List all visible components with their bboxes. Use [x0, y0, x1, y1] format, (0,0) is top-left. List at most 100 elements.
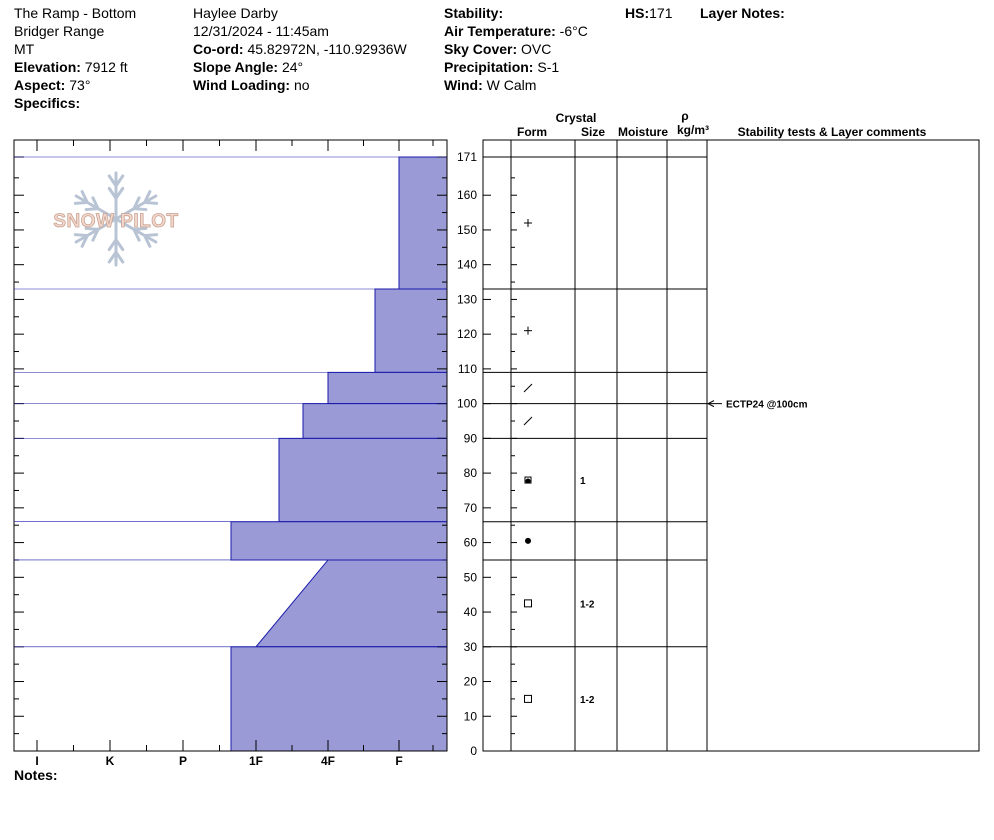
stability-row: Stability: — [444, 4, 588, 22]
header-col-2: Haylee Darby 12/31/2024 - 11:45am Co-ord… — [193, 4, 407, 94]
flake-branch — [107, 186, 118, 200]
flake-branch — [80, 234, 89, 248]
hardness-label: 1F — [249, 754, 263, 768]
air-temp-row: Air Temperature: -6°C — [444, 22, 588, 40]
elevation-label: Elevation: — [14, 59, 81, 75]
header-col-3: Stability: Air Temperature: -6°C Sky Cov… — [444, 4, 588, 94]
elevation-value: 7912 ft — [84, 59, 128, 75]
hardness-layer — [398, 156, 448, 290]
wind-loading-value: no — [293, 77, 310, 93]
slope-value: 24° — [281, 59, 304, 75]
flake-branch — [80, 190, 89, 204]
wind-row: Wind: W Calm — [444, 76, 588, 94]
precip-value: S-1 — [537, 59, 560, 75]
depth-label: 80 — [464, 466, 478, 480]
rho-header: ρ — [681, 109, 688, 123]
stability-label: Stability: — [444, 5, 504, 21]
aspect-value: 73° — [69, 77, 91, 93]
coord-row: Co-ord: 45.82972N, -110.92936W — [193, 40, 407, 58]
hardness-label: 4F — [321, 754, 335, 768]
sky-row: Sky Cover: OVC — [444, 40, 588, 58]
slope-label: Slope Angle: — [193, 59, 279, 75]
crystal-header: Crystal — [556, 111, 597, 125]
hardness-layer — [254, 559, 448, 648]
aspect-label: Aspect: — [14, 77, 66, 93]
hardness-layer — [302, 403, 448, 439]
wind-value: W Calm — [486, 77, 537, 93]
state-name: MT — [14, 41, 35, 57]
hardness-layer — [230, 646, 448, 752]
slope-row: Slope Angle: 24° — [193, 58, 407, 76]
faceted-crystal-symbol — [524, 694, 532, 703]
hs-value: 171 — [649, 5, 673, 21]
depth-label: 100 — [457, 397, 477, 411]
depth-label: 140 — [457, 258, 477, 272]
depth-label: 120 — [457, 327, 477, 341]
flake-branch — [143, 190, 152, 204]
flake-branch — [132, 207, 148, 212]
depth-label: 171 — [457, 150, 477, 164]
flake-branch — [107, 174, 118, 188]
hardness-profile — [230, 156, 448, 752]
snowflake-icon — [73, 171, 159, 267]
flake-branch — [132, 227, 141, 242]
test-arrow-head — [706, 400, 715, 408]
hardness-axis: I K P 1F 4F F — [35, 140, 434, 768]
sky-label: Sky Cover: — [444, 41, 518, 57]
test-label: ECTP24 @100cm — [726, 400, 808, 411]
specifics-row: Specifics: — [14, 94, 136, 112]
wind-label: Wind: — [444, 77, 483, 93]
flake-branch — [114, 174, 125, 188]
stability-tests: ECTP24 @100cm — [706, 400, 808, 411]
depth-label: 150 — [457, 223, 477, 237]
notes-label: Notes: — [14, 767, 58, 783]
layer-notes-label: Layer Notes: — [700, 5, 785, 21]
flake-branch — [107, 250, 118, 264]
coord-value: 45.82972N, -110.92936W — [247, 41, 407, 57]
faceted-crystal-symbol — [524, 599, 532, 608]
layer-table-columns — [510, 140, 708, 751]
hardness-label: F — [395, 754, 402, 768]
hardness-layer — [230, 521, 448, 561]
flake-branch — [132, 196, 141, 211]
decomposing-particle-symbol — [523, 383, 533, 393]
flake-branch — [73, 200, 89, 205]
air-temp-label: Air Temperature: — [444, 23, 556, 39]
depth-label: 50 — [464, 570, 478, 584]
hardness-frame — [13, 139, 448, 752]
header-col-1: The Ramp - Bottom Bridger Range MT Eleva… — [14, 4, 136, 112]
layer-table-headers: Crystal Form Size Moisture ρ kg/m³ Stabi… — [517, 109, 927, 139]
rounding-faceted-symbol — [525, 478, 531, 484]
form-header: Form — [517, 125, 547, 139]
flake-branch — [143, 200, 159, 205]
hardness-label: I — [35, 754, 38, 768]
depth-label: 40 — [464, 605, 478, 619]
precip-label: Precipitation: — [444, 59, 534, 75]
flake-branch — [107, 238, 118, 252]
location-name: The Ramp - Bottom — [14, 5, 137, 21]
snowpilot-logo: SNOW PILOT — [53, 171, 179, 267]
depth-label: 60 — [464, 536, 478, 550]
observer-name: Haylee Darby — [193, 5, 278, 21]
flake-branch — [73, 233, 89, 238]
layer-table-frame — [482, 139, 980, 752]
melt-freeze-symbol — [525, 537, 531, 544]
flake-branch — [143, 234, 152, 248]
crystal-size: 1 — [580, 476, 586, 487]
aspect-row: Aspect: 73° — [14, 76, 136, 94]
crystal-size: 1-2 — [580, 695, 595, 706]
specifics-label: Specifics: — [14, 95, 81, 111]
flake-branch — [114, 238, 125, 252]
flake-branch — [91, 196, 100, 211]
depth-label: 160 — [457, 188, 477, 202]
flake-branch — [84, 207, 100, 212]
flake-branch — [143, 233, 159, 238]
flake-branch — [84, 226, 100, 231]
hardness-layer — [374, 288, 448, 373]
hs-row: HS:171 — [625, 4, 672, 22]
sky-value: OVC — [521, 41, 552, 57]
flake-branch — [132, 226, 148, 231]
size-header: Size — [581, 125, 605, 139]
coord-label: Co-ord: — [193, 41, 244, 57]
hardness-layer — [278, 437, 448, 523]
